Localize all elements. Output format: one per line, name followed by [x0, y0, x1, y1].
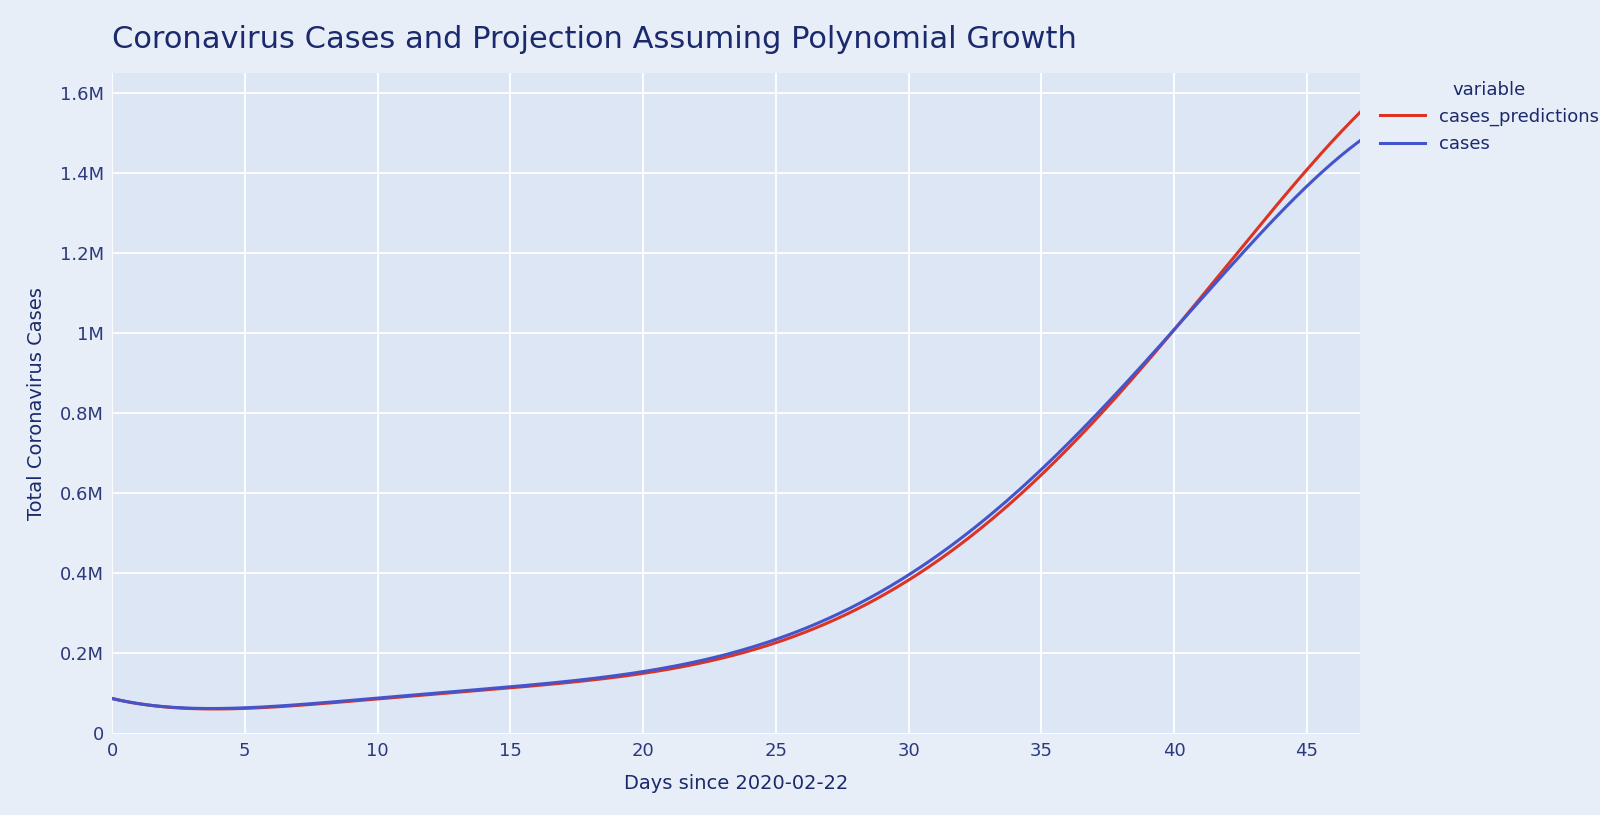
Text: Coronavirus Cases and Projection Assuming Polynomial Growth: Coronavirus Cases and Projection Assumin…: [112, 25, 1077, 55]
cases: [1045, 452, 1064, 462]
cases_predictions: [102, 694, 122, 703]
cases_predictions: [1350, 108, 1370, 117]
cases: [938, 544, 957, 553]
cases_predictions: [840, 608, 859, 618]
cases_predictions: [669, 663, 688, 672]
Y-axis label: Total Coronavirus Cases: Total Coronavirus Cases: [27, 287, 46, 520]
Line: cases_predictions: cases_predictions: [112, 112, 1360, 709]
cases: [669, 660, 688, 670]
cases: [840, 603, 859, 613]
cases_predictions: [325, 698, 344, 707]
cases_predictions: [426, 689, 445, 699]
Legend: cases_predictions, cases: cases_predictions, cases: [1373, 73, 1600, 160]
Line: cases: cases: [112, 141, 1360, 708]
cases_predictions: [205, 704, 224, 714]
cases_predictions: [938, 549, 957, 559]
cases_predictions: [1045, 458, 1064, 468]
cases: [1350, 136, 1370, 146]
cases: [203, 703, 222, 713]
cases: [102, 694, 122, 703]
X-axis label: Days since 2020-02-22: Days since 2020-02-22: [624, 773, 848, 793]
cases: [426, 689, 445, 698]
cases: [325, 697, 344, 707]
